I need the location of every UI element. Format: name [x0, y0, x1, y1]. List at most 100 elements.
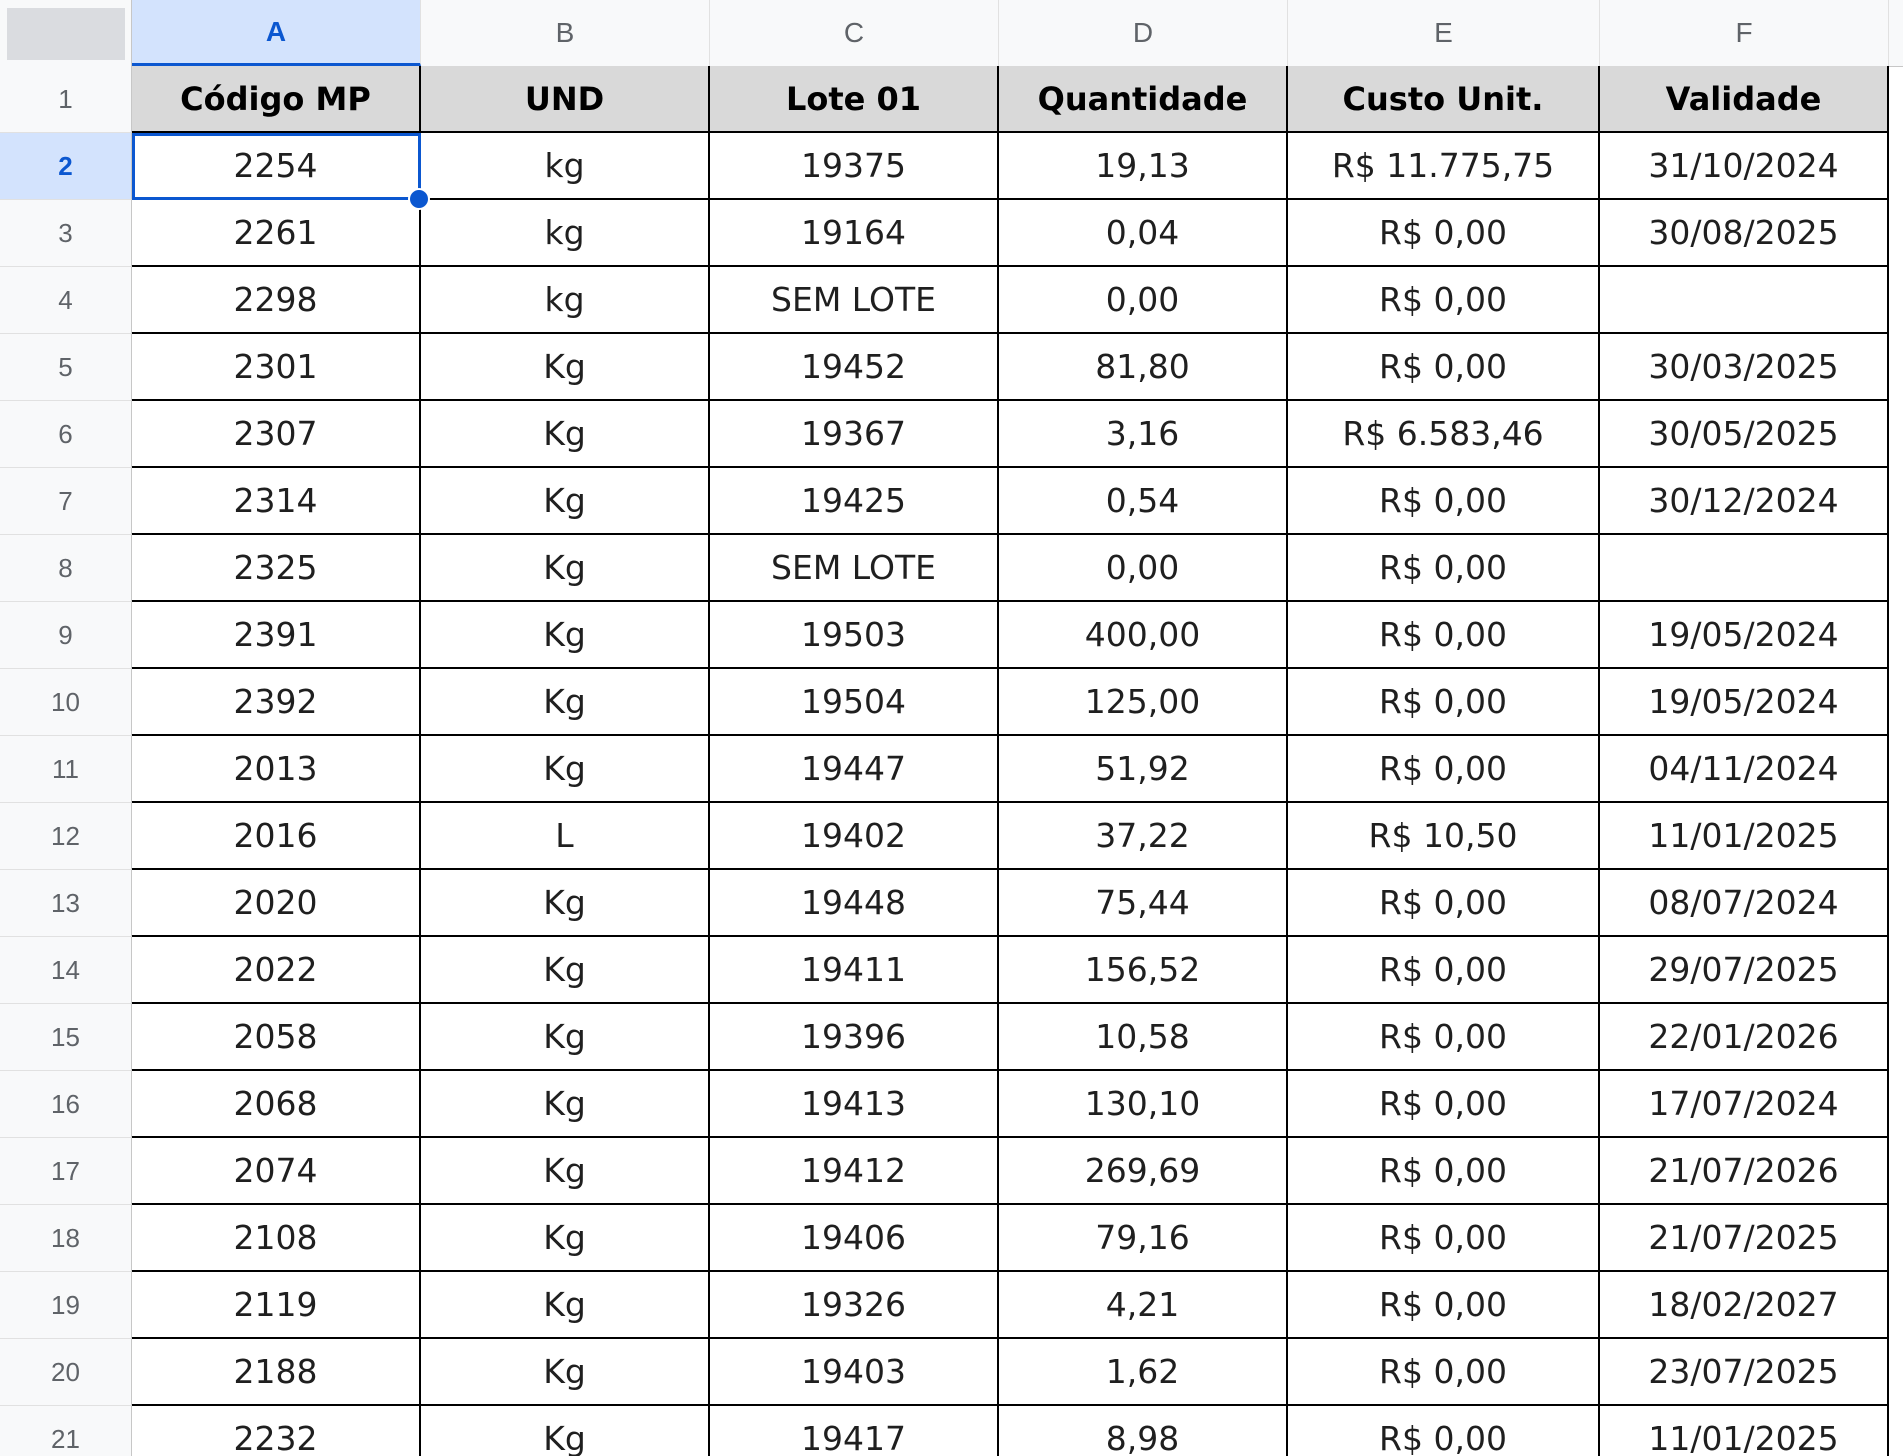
cell-f16[interactable]: 17/07/2024: [1600, 1071, 1889, 1138]
cell-d20[interactable]: 1,62: [999, 1339, 1288, 1406]
cell-e11[interactable]: R$ 0,00: [1288, 736, 1600, 803]
cell-a3[interactable]: 2261: [132, 200, 421, 267]
cell-c19[interactable]: 19326: [710, 1272, 999, 1339]
cell-c10[interactable]: 19504: [710, 669, 999, 736]
cell-f7[interactable]: 30/12/2024: [1600, 468, 1889, 535]
column-header-a[interactable]: A: [132, 0, 421, 66]
cell-b21[interactable]: Kg: [421, 1406, 710, 1456]
row-header-8[interactable]: 8: [0, 535, 132, 602]
cell-a21[interactable]: 2232: [132, 1406, 421, 1456]
cell-a8[interactable]: 2325: [132, 535, 421, 602]
cell-a17[interactable]: 2074: [132, 1138, 421, 1205]
cell-d8[interactable]: 0,00: [999, 535, 1288, 602]
cell-c5[interactable]: 19452: [710, 334, 999, 401]
cell-e2[interactable]: R$ 11.775,75: [1288, 133, 1600, 200]
cell-e13[interactable]: R$ 0,00: [1288, 870, 1600, 937]
row-header-5[interactable]: 5: [0, 334, 132, 401]
cell-b10[interactable]: Kg: [421, 669, 710, 736]
cell-e14[interactable]: R$ 0,00: [1288, 937, 1600, 1004]
cell-f13[interactable]: 08/07/2024: [1600, 870, 1889, 937]
cell-e10[interactable]: R$ 0,00: [1288, 669, 1600, 736]
cell-d18[interactable]: 79,16: [999, 1205, 1288, 1272]
cell-b7[interactable]: Kg: [421, 468, 710, 535]
cell-a7[interactable]: 2314: [132, 468, 421, 535]
cell-f12[interactable]: 11/01/2025: [1600, 803, 1889, 870]
row-header-13[interactable]: 13: [0, 870, 132, 937]
cell-e21[interactable]: R$ 0,00: [1288, 1406, 1600, 1456]
cell-f6[interactable]: 30/05/2025: [1600, 401, 1889, 468]
cell-a5[interactable]: 2301: [132, 334, 421, 401]
cell-c13[interactable]: 19448: [710, 870, 999, 937]
cell-d17[interactable]: 269,69: [999, 1138, 1288, 1205]
row-header-11[interactable]: 11: [0, 736, 132, 803]
cell-b8[interactable]: Kg: [421, 535, 710, 602]
header-cell[interactable]: Validade: [1600, 66, 1889, 133]
cell-d9[interactable]: 400,00: [999, 602, 1288, 669]
cell-d3[interactable]: 0,04: [999, 200, 1288, 267]
cell-f8[interactable]: [1600, 535, 1889, 602]
cell-c14[interactable]: 19411: [710, 937, 999, 1004]
row-header-20[interactable]: 20: [0, 1339, 132, 1406]
select-all-corner[interactable]: [0, 0, 132, 66]
cell-c17[interactable]: 19412: [710, 1138, 999, 1205]
cell-d13[interactable]: 75,44: [999, 870, 1288, 937]
cell-c20[interactable]: 19403: [710, 1339, 999, 1406]
row-header-12[interactable]: 12: [0, 803, 132, 870]
row-header-1[interactable]: 1: [0, 66, 132, 133]
cell-a6[interactable]: 2307: [132, 401, 421, 468]
cell-d14[interactable]: 156,52: [999, 937, 1288, 1004]
cell-d21[interactable]: 8,98: [999, 1406, 1288, 1456]
cell-a20[interactable]: 2188: [132, 1339, 421, 1406]
row-header-10[interactable]: 10: [0, 669, 132, 736]
cell-c15[interactable]: 19396: [710, 1004, 999, 1071]
column-header-b[interactable]: B: [421, 0, 710, 66]
cell-a15[interactable]: 2058: [132, 1004, 421, 1071]
cell-e3[interactable]: R$ 0,00: [1288, 200, 1600, 267]
row-header-19[interactable]: 19: [0, 1272, 132, 1339]
row-header-4[interactable]: 4: [0, 267, 132, 334]
cell-d15[interactable]: 10,58: [999, 1004, 1288, 1071]
column-header-d[interactable]: D: [999, 0, 1288, 66]
fill-handle[interactable]: [408, 188, 430, 210]
cell-e8[interactable]: R$ 0,00: [1288, 535, 1600, 602]
cell-e18[interactable]: R$ 0,00: [1288, 1205, 1600, 1272]
cell-c7[interactable]: 19425: [710, 468, 999, 535]
cell-f14[interactable]: 29/07/2025: [1600, 937, 1889, 1004]
cell-f10[interactable]: 19/05/2024: [1600, 669, 1889, 736]
cell-e15[interactable]: R$ 0,00: [1288, 1004, 1600, 1071]
cell-b19[interactable]: Kg: [421, 1272, 710, 1339]
cell-c6[interactable]: 19367: [710, 401, 999, 468]
cell-f18[interactable]: 21/07/2025: [1600, 1205, 1889, 1272]
cell-a11[interactable]: 2013: [132, 736, 421, 803]
row-header-17[interactable]: 17: [0, 1138, 132, 1205]
row-header-7[interactable]: 7: [0, 468, 132, 535]
cell-f3[interactable]: 30/08/2025: [1600, 200, 1889, 267]
cell-f21[interactable]: 11/01/2025: [1600, 1406, 1889, 1456]
cell-b12[interactable]: L: [421, 803, 710, 870]
cell-f20[interactable]: 23/07/2025: [1600, 1339, 1889, 1406]
cell-c12[interactable]: 19402: [710, 803, 999, 870]
cell-c21[interactable]: 19417: [710, 1406, 999, 1456]
cell-d5[interactable]: 81,80: [999, 334, 1288, 401]
cell-d6[interactable]: 3,16: [999, 401, 1288, 468]
column-header-c[interactable]: C: [710, 0, 999, 66]
cell-a10[interactable]: 2392: [132, 669, 421, 736]
header-cell[interactable]: Quantidade: [999, 66, 1288, 133]
cell-c11[interactable]: 19447: [710, 736, 999, 803]
cell-f4[interactable]: [1600, 267, 1889, 334]
cell-b16[interactable]: Kg: [421, 1071, 710, 1138]
cell-c8[interactable]: SEM LOTE: [710, 535, 999, 602]
cell-b5[interactable]: Kg: [421, 334, 710, 401]
cell-e6[interactable]: R$ 6.583,46: [1288, 401, 1600, 468]
header-cell[interactable]: Custo Unit.: [1288, 66, 1600, 133]
cell-e9[interactable]: R$ 0,00: [1288, 602, 1600, 669]
cell-d11[interactable]: 51,92: [999, 736, 1288, 803]
header-cell[interactable]: Código MP: [132, 66, 421, 133]
cell-c4[interactable]: SEM LOTE: [710, 267, 999, 334]
cell-c9[interactable]: 19503: [710, 602, 999, 669]
cell-f2[interactable]: 31/10/2024: [1600, 133, 1889, 200]
cell-b2[interactable]: kg: [421, 133, 710, 200]
row-header-14[interactable]: 14: [0, 937, 132, 1004]
cell-d19[interactable]: 4,21: [999, 1272, 1288, 1339]
cell-d16[interactable]: 130,10: [999, 1071, 1288, 1138]
